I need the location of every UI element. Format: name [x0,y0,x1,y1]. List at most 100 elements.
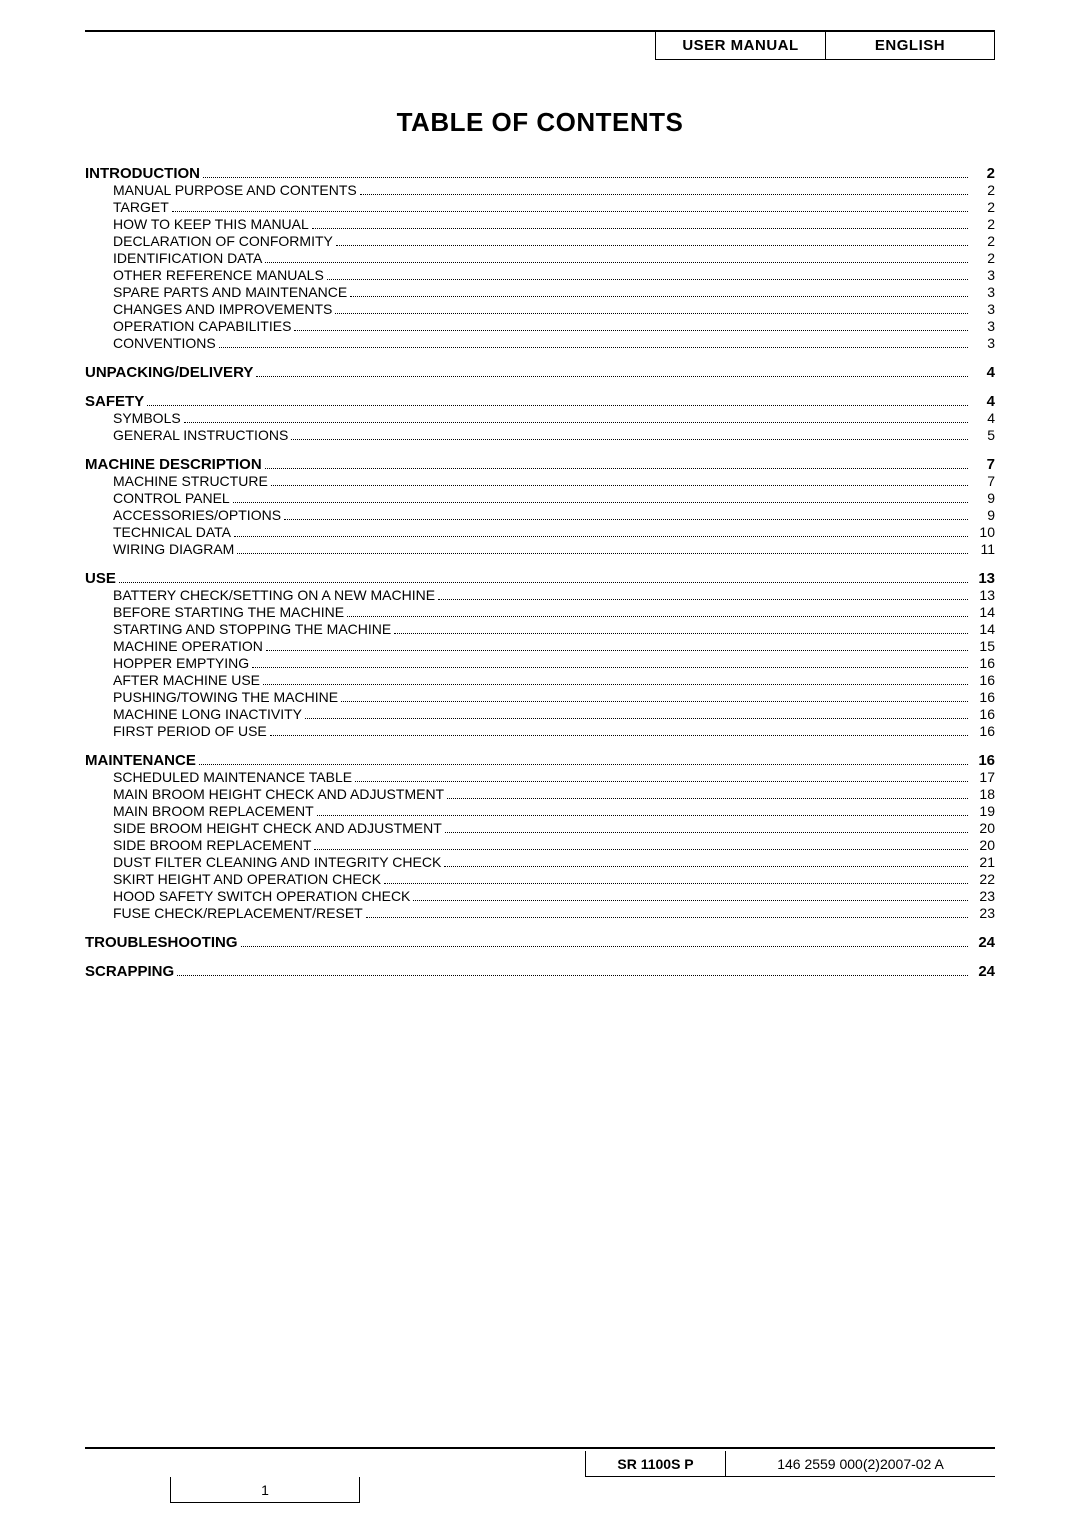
toc-entry-l2: TECHNICAL DATA10 [85,525,995,540]
toc-title: TABLE OF CONTENTS [85,107,995,138]
toc-label: STARTING AND STOPPING THE MACHINE [113,622,391,636]
toc-page: 20 [971,821,995,835]
toc-page: 3 [971,336,995,350]
toc-label: CONTROL PANEL [113,491,230,505]
header: USER MANUAL ENGLISH [85,30,995,32]
toc-label: MACHINE LONG INACTIVITY [113,707,302,721]
toc-page: 19 [971,804,995,818]
toc-section: USE13BATTERY CHECK/SETTING ON A NEW MACH… [85,571,995,739]
toc-label: USE [85,571,116,586]
toc-leader [252,657,968,668]
toc-label: SYMBOLS [113,411,181,425]
toc-entry-l1: INTRODUCTION2 [85,166,995,181]
toc-label: BATTERY CHECK/SETTING ON A NEW MACHINE [113,588,435,602]
toc-entry-l2: SIDE BROOM REPLACEMENT20 [85,838,995,853]
toc-entry-l1: SAFETY4 [85,394,995,409]
toc-page: 23 [971,889,995,903]
toc-page: 24 [971,964,995,979]
toc-leader [327,269,968,280]
toc-label: OPERATION CAPABILITIES [113,319,291,333]
header-box-manual: USER MANUAL [655,32,825,60]
toc-page: 15 [971,639,995,653]
toc-label: UNPACKING/DELIVERY [85,365,253,380]
toc-page: 4 [971,411,995,425]
toc-entry-l2: HOOD SAFETY SWITCH OPERATION CHECK 23 [85,889,995,904]
toc-label: SPARE PARTS AND MAINTENANCE [113,285,347,299]
toc-page: 4 [971,394,995,409]
toc-page: 4 [971,365,995,380]
toc-page: 2 [971,166,995,181]
toc-page: 13 [971,588,995,602]
footer-row: SR 1100S P 146 2559 000(2)2007-02 A 1 [85,1451,995,1477]
toc-entry-l2: MACHINE STRUCTURE 7 [85,474,995,489]
toc-page: 20 [971,838,995,852]
toc-label: MAIN BROOM REPLACEMENT [113,804,314,818]
toc-page: 7 [971,457,995,472]
toc-page: 16 [971,673,995,687]
footer-model: SR 1100S P [585,1451,725,1477]
toc-entry-l2: STARTING AND STOPPING THE MACHINE14 [85,622,995,637]
toc-label: HOOD SAFETY SWITCH OPERATION CHECK [113,889,410,903]
toc-label: GENERAL INSTRUCTIONS [113,428,288,442]
toc-section: MAINTENANCE16SCHEDULED MAINTENANCE TABLE… [85,753,995,921]
toc-leader [317,805,968,816]
toc-label: CONVENTIONS [113,336,216,350]
toc-page: 18 [971,787,995,801]
toc-leader [119,572,968,583]
toc-label: MACHINE STRUCTURE [113,474,268,488]
toc-entry-l2: SYMBOLS 4 [85,411,995,426]
toc-label: IDENTIFICATION DATA [113,251,262,265]
toc-leader [184,412,968,423]
toc-page: 2 [971,234,995,248]
toc-leader [394,623,968,634]
toc-label: MAINTENANCE [85,753,196,768]
toc-entry-l2: MANUAL PURPOSE AND CONTENTS2 [85,183,995,198]
toc-entry-l2: FIRST PERIOD OF USE16 [85,724,995,739]
toc-leader [294,320,968,331]
toc-leader [350,286,968,297]
footer-doc: 146 2559 000(2)2007-02 A [725,1451,995,1477]
toc-label: MACHINE OPERATION [113,639,263,653]
toc-label: DECLARATION OF CONFORMITY [113,234,333,248]
toc-label: SCRAPPING [85,964,174,979]
toc-leader [312,218,968,229]
toc-section: SAFETY4SYMBOLS4GENERAL INSTRUCTIONS5 [85,394,995,443]
toc-leader [266,640,968,651]
toc-entry-l2: AFTER MACHINE USE16 [85,673,995,688]
toc-page: 16 [971,707,995,721]
toc-leader [265,252,968,263]
footer: SR 1100S P 146 2559 000(2)2007-02 A 1 [85,1447,995,1477]
toc-leader [438,589,968,600]
toc-entry-l2: CONTROL PANEL9 [85,491,995,506]
toc-page: 23 [971,906,995,920]
toc-page: 10 [971,525,995,539]
toc-page: 2 [971,183,995,197]
toc-label: FUSE CHECK/REPLACEMENT/RESET [113,906,363,920]
toc-entry-l2: MAIN BROOM HEIGHT CHECK AND ADJUSTMENT 18 [85,787,995,802]
toc-label: BEFORE STARTING THE MACHINE [113,605,344,619]
toc-label: CHANGES AND IMPROVEMENTS [113,302,332,316]
toc-leader [237,543,968,554]
toc-page: 11 [971,542,995,556]
toc-label: SCHEDULED MAINTENANCE TABLE [113,770,352,784]
toc-label: MACHINE DESCRIPTION [85,457,262,472]
toc-leader [336,235,968,246]
header-box-language: ENGLISH [825,32,995,60]
toc-label: SKIRT HEIGHT AND OPERATION CHECK [113,872,381,886]
toc-entry-l2: BATTERY CHECK/SETTING ON A NEW MACHINE 13 [85,588,995,603]
toc-page: 7 [971,474,995,488]
toc-label: MAIN BROOM HEIGHT CHECK AND ADJUSTMENT [113,787,444,801]
toc-entry-l2: IDENTIFICATION DATA2 [85,251,995,266]
toc-page: 3 [971,302,995,316]
toc-page: 2 [971,217,995,231]
toc-label: TROUBLESHOOTING [85,935,238,950]
toc-entry-l1: UNPACKING/DELIVERY 4 [85,365,995,380]
toc-leader [177,965,968,976]
toc-page: 16 [971,724,995,738]
toc-leader [219,337,968,348]
toc-label: ACCESSORIES/OPTIONS [113,508,281,522]
toc-page: 3 [971,268,995,282]
toc-leader [147,395,968,406]
toc-leader [447,788,968,799]
toc-section: INTRODUCTION2 MANUAL PURPOSE AND CONTENTS… [85,166,995,351]
